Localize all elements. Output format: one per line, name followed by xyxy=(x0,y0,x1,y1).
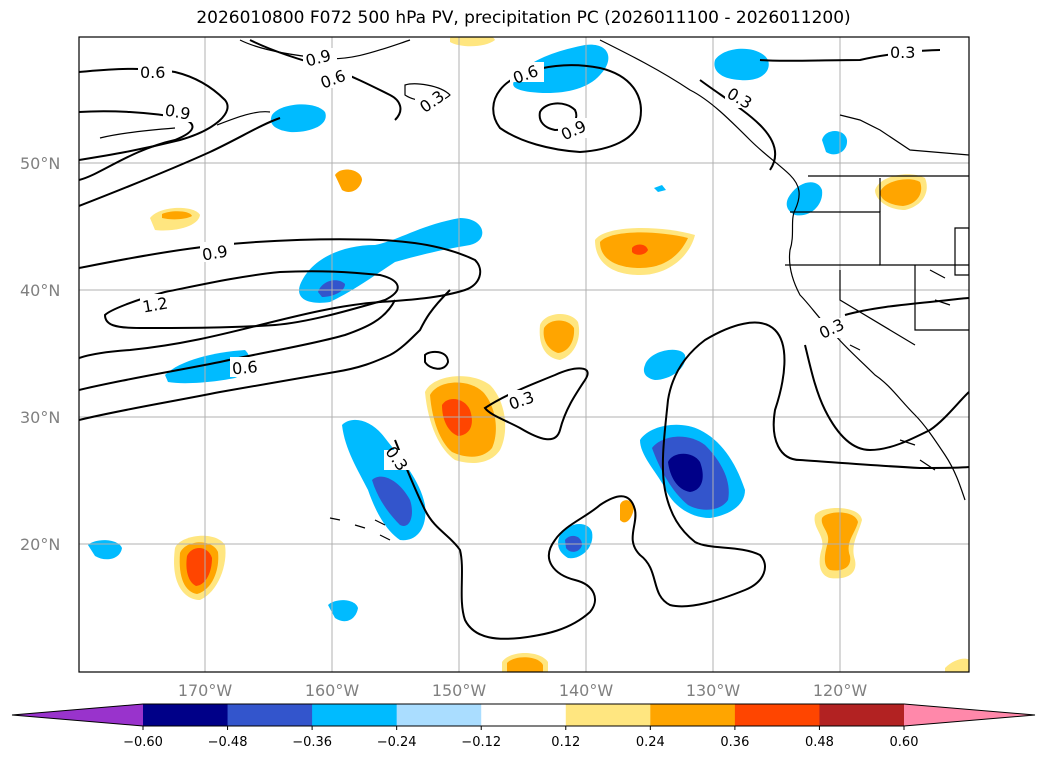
colorbar-extend-max xyxy=(904,704,1035,726)
longitude-ticks: 170°W 160°W 150°W 140°W 130°W 120°W xyxy=(178,681,868,700)
colorbar: −0.60 −0.48 −0.36 −0.24 −0.12 0.12 0.24 0.36 0.4… xyxy=(11,703,1036,750)
colorbar-tick-label: −0.60 xyxy=(123,735,163,750)
map-frame xyxy=(78,36,970,673)
colorbar-segment xyxy=(650,704,736,726)
coastlines xyxy=(99,39,969,541)
lon-tick-label: 120°W xyxy=(813,681,868,700)
colorbar-segment xyxy=(819,704,905,726)
lat-tick-label: 30°N xyxy=(20,408,60,427)
contour-label: 0.6 xyxy=(231,357,258,378)
contour-label: 0.9 xyxy=(163,101,191,124)
colorbar-tick-label: −0.12 xyxy=(461,735,501,750)
lat-tick-label: 50°N xyxy=(20,154,60,173)
colorbar-segment xyxy=(734,704,820,726)
lat-tick-label: 20°N xyxy=(20,535,60,554)
colorbar-segment xyxy=(565,704,651,726)
colorbar-tick-label: −0.24 xyxy=(377,735,417,750)
colorbar-tick-label: 0.12 xyxy=(551,735,580,750)
colorbar-segment xyxy=(396,704,482,726)
colorbar-segment xyxy=(481,704,567,726)
colorbar-segment xyxy=(312,704,398,726)
colorbar-tick-label: −0.48 xyxy=(208,735,248,750)
colorbar-tick-label: 0.24 xyxy=(636,735,665,750)
contour-label: 0.3 xyxy=(890,43,915,62)
lon-tick-label: 150°W xyxy=(432,681,487,700)
colorbar-tick-label: −0.36 xyxy=(292,735,332,750)
map-title: 2026010800 F072 500 hPa PV, precipitatio… xyxy=(196,8,851,28)
lon-tick-label: 140°W xyxy=(559,681,614,700)
colorbar-segment xyxy=(227,704,313,726)
precip-positive-shading xyxy=(150,37,969,672)
lat-tick-label: 40°N xyxy=(20,281,60,300)
lon-tick-label: 130°W xyxy=(686,681,741,700)
contour-labels: 0.6 0.9 0.6 0.3 0.6 0.9 0.3 0.3 0.9 1.2 … xyxy=(138,42,922,475)
graticule xyxy=(79,37,969,672)
precip-negative-shading xyxy=(88,44,848,622)
contour-label: 1.2 xyxy=(141,293,169,316)
latitude-ticks: 50°N 40°N 30°N 20°N xyxy=(20,154,60,554)
colorbar-extend-min xyxy=(12,704,143,726)
colorbar-tick-label: 0.48 xyxy=(805,735,834,750)
colorbar-tick-label: 0.36 xyxy=(720,735,749,750)
lon-tick-label: 170°W xyxy=(178,681,233,700)
contour-label: 0.9 xyxy=(201,241,229,264)
lon-tick-label: 160°W xyxy=(305,681,360,700)
colorbar-segment xyxy=(143,704,229,726)
colorbar-tick-label: 0.60 xyxy=(890,735,919,750)
contour-label: 0.6 xyxy=(140,63,165,82)
